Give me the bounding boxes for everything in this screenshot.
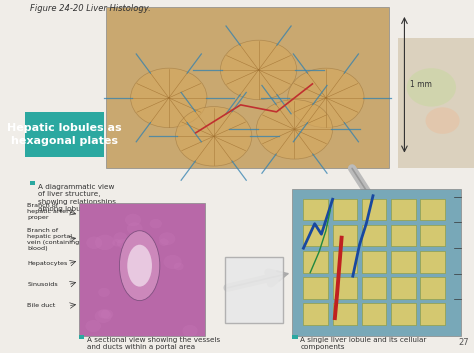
Bar xyxy=(420,304,445,325)
Bar xyxy=(362,198,386,220)
Circle shape xyxy=(407,68,456,107)
Bar xyxy=(106,7,389,168)
Circle shape xyxy=(110,223,128,238)
Circle shape xyxy=(163,285,178,296)
Circle shape xyxy=(134,271,149,283)
Text: A sectional view showing the vessels
and ducts within a portal area: A sectional view showing the vessels and… xyxy=(87,337,220,350)
Bar xyxy=(303,251,328,273)
Text: Bile duct: Bile duct xyxy=(27,303,55,309)
Bar xyxy=(30,181,35,185)
Text: Branch of
hepatic portal
vein (containing
blood): Branch of hepatic portal vein (containin… xyxy=(27,228,80,251)
Text: Hepatocytes: Hepatocytes xyxy=(27,262,68,267)
Circle shape xyxy=(184,295,197,305)
Text: Sinusoids: Sinusoids xyxy=(27,282,58,287)
Circle shape xyxy=(105,243,118,253)
Bar xyxy=(333,251,357,273)
Text: A diagrammatic view
of liver structure,
showing relationships
among lobules: A diagrammatic view of liver structure, … xyxy=(38,184,116,212)
Text: A single liver lobule and its cellular
components: A single liver lobule and its cellular c… xyxy=(301,337,427,350)
Circle shape xyxy=(288,68,364,127)
Text: Hepatic lobules as
hexagonal plates: Hepatic lobules as hexagonal plates xyxy=(7,123,122,146)
Bar xyxy=(79,335,84,339)
Bar xyxy=(420,277,445,299)
Bar xyxy=(362,225,386,246)
Circle shape xyxy=(100,247,113,258)
Circle shape xyxy=(131,68,207,127)
Bar xyxy=(333,198,357,220)
Circle shape xyxy=(92,293,102,300)
Circle shape xyxy=(148,218,162,229)
Bar xyxy=(303,225,328,246)
Bar xyxy=(391,198,416,220)
Circle shape xyxy=(163,300,172,308)
Bar xyxy=(391,304,416,325)
Text: Portal area: Portal area xyxy=(107,329,146,335)
Bar xyxy=(225,257,283,323)
Bar xyxy=(362,277,386,299)
Bar xyxy=(362,304,386,325)
Bar xyxy=(25,112,104,157)
Bar xyxy=(303,304,328,325)
Bar xyxy=(333,304,357,325)
Circle shape xyxy=(170,300,180,309)
Circle shape xyxy=(175,107,252,166)
Circle shape xyxy=(426,107,460,134)
Circle shape xyxy=(115,246,131,258)
Bar xyxy=(420,251,445,273)
Circle shape xyxy=(134,274,148,286)
Circle shape xyxy=(85,231,102,244)
Bar xyxy=(79,203,205,336)
Circle shape xyxy=(256,100,333,159)
Circle shape xyxy=(193,286,201,292)
Bar xyxy=(303,198,328,220)
Text: Figure 24-20 Liver Histology.: Figure 24-20 Liver Histology. xyxy=(30,4,150,13)
Bar xyxy=(292,189,461,336)
Circle shape xyxy=(168,286,187,301)
Ellipse shape xyxy=(119,231,160,301)
Circle shape xyxy=(142,322,157,333)
Bar xyxy=(362,251,386,273)
Circle shape xyxy=(220,40,297,100)
Bar xyxy=(292,335,298,339)
Text: 27: 27 xyxy=(458,338,469,347)
Bar xyxy=(420,198,445,220)
Bar xyxy=(333,277,357,299)
Circle shape xyxy=(143,249,154,257)
Bar xyxy=(333,225,357,246)
Bar xyxy=(398,38,474,168)
Bar xyxy=(303,277,328,299)
Bar xyxy=(391,251,416,273)
Ellipse shape xyxy=(128,245,152,287)
Text: Branch of
hepatic artery
proper: Branch of hepatic artery proper xyxy=(27,203,73,220)
Circle shape xyxy=(113,246,126,257)
Text: 1 mm: 1 mm xyxy=(410,80,432,89)
Circle shape xyxy=(113,208,132,223)
Bar xyxy=(391,225,416,246)
Circle shape xyxy=(170,232,178,238)
Bar xyxy=(420,225,445,246)
Bar xyxy=(391,277,416,299)
